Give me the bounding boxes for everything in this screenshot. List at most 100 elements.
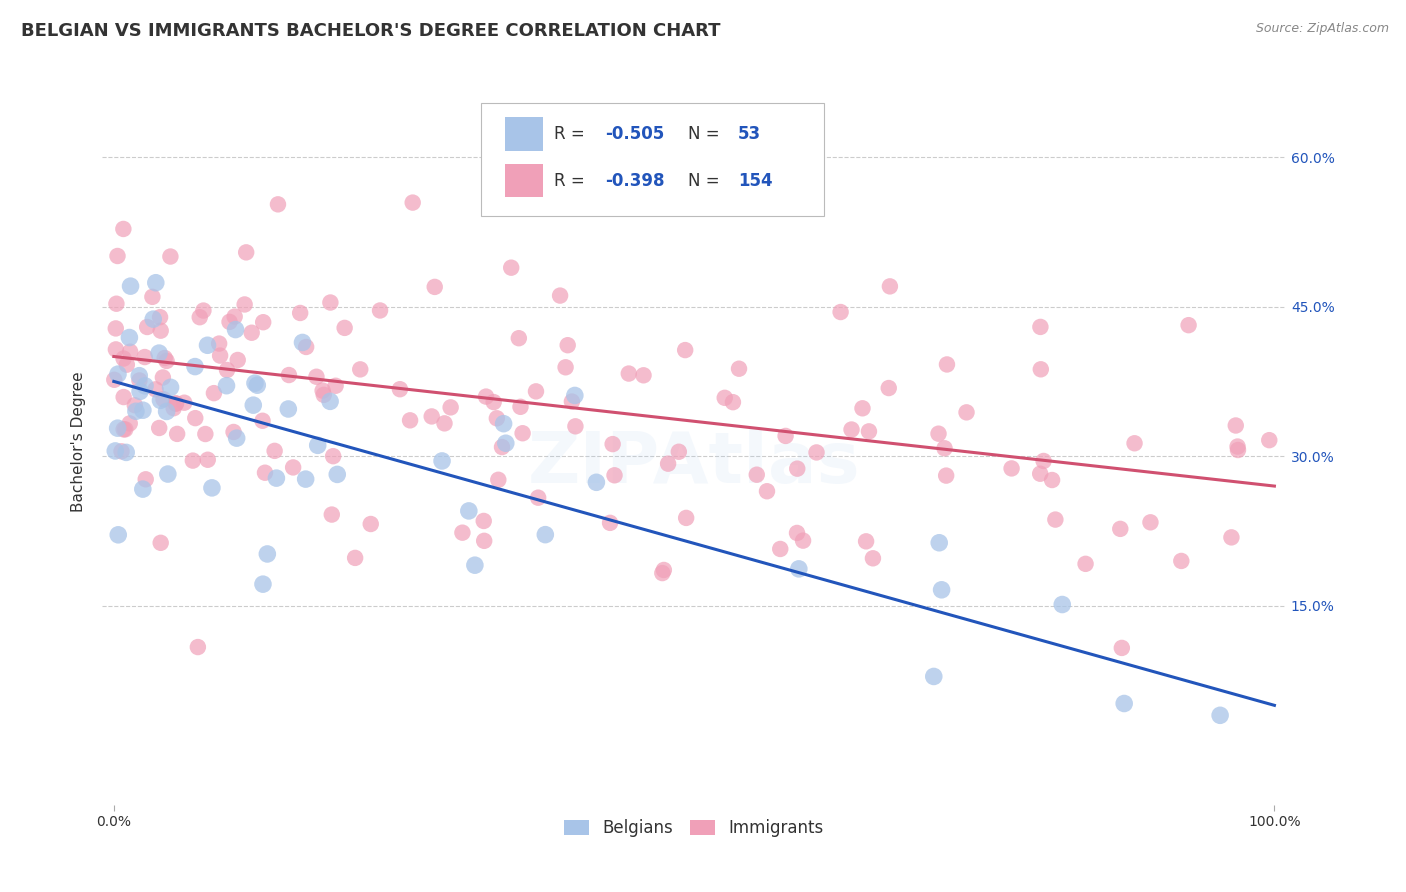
Point [305,369,328,384]
Point [1220,530,1243,544]
Point [1258,433,1281,447]
Point [928,535,950,549]
Point [775,429,797,443]
Point [184,359,207,374]
Point [197,338,219,352]
FancyBboxPatch shape [505,164,543,197]
Point [225,431,247,445]
Point [1139,516,1161,530]
Point [486,473,509,487]
Point [769,541,792,556]
Point [862,551,884,566]
Point [786,525,808,540]
Point [134,350,156,364]
Point [745,467,768,482]
Point [104,343,127,357]
Text: -0.505: -0.505 [606,125,665,144]
Point [492,417,515,431]
Point [105,296,128,310]
Point [554,360,576,375]
Point [524,384,547,399]
Point [333,321,356,335]
Point [159,380,181,394]
Text: N =: N = [688,125,725,144]
Point [922,669,945,683]
Point [1123,436,1146,450]
Point [215,378,238,392]
Point [508,331,530,345]
Point [420,409,443,424]
Point [153,351,176,365]
Point [360,516,382,531]
Point [675,511,697,525]
Point [132,403,155,417]
Point [187,640,209,654]
Point [792,533,814,548]
Point [1029,467,1052,481]
Point [312,388,335,402]
Point [201,481,224,495]
Point [451,525,474,540]
Point [253,466,276,480]
Text: ZIPAtlas: ZIPAtlas [527,428,860,498]
Point [194,427,217,442]
Point [115,445,138,459]
Point [830,305,852,319]
Point [1032,454,1054,468]
Point [235,245,257,260]
Point [368,303,391,318]
Point [1111,640,1133,655]
Point [103,373,125,387]
Point [277,401,299,416]
Point [855,534,877,549]
Point [399,413,422,427]
Point [197,452,219,467]
Point [240,326,263,340]
Text: 154: 154 [738,172,772,190]
Point [464,558,486,573]
Point [877,381,900,395]
Point [806,445,828,459]
Point [668,444,690,458]
Point [851,401,873,416]
Point [673,343,696,357]
Point [202,386,225,401]
Point [184,411,207,425]
Point [617,367,640,381]
Point [107,367,129,381]
Point [252,577,274,591]
Point [485,411,508,425]
Point [934,442,956,456]
Point [148,346,170,360]
Point [602,437,624,451]
Text: 53: 53 [738,125,761,144]
Point [512,426,534,441]
Point [145,276,167,290]
Point [188,310,211,325]
Point [721,395,744,409]
Point [252,414,274,428]
Point [218,315,240,329]
Point [1109,522,1132,536]
Point [152,370,174,384]
Point [165,396,187,410]
Point [226,353,249,368]
Point [173,395,195,409]
Point [1000,461,1022,475]
Point [112,390,135,404]
Point [402,195,425,210]
Point [935,468,957,483]
Point [110,444,132,458]
Point [561,394,583,409]
Point [325,378,347,392]
Text: BELGIAN VS IMMIGRANTS BACHELOR'S DEGREE CORRELATION CHART: BELGIAN VS IMMIGRANTS BACHELOR'S DEGREE … [21,22,721,40]
Point [233,297,256,311]
Point [107,421,129,435]
Point [149,536,172,550]
Point [208,336,231,351]
Point [281,460,304,475]
Text: -0.398: -0.398 [606,172,665,190]
Point [149,310,172,325]
Point [125,404,148,418]
Point [1029,319,1052,334]
